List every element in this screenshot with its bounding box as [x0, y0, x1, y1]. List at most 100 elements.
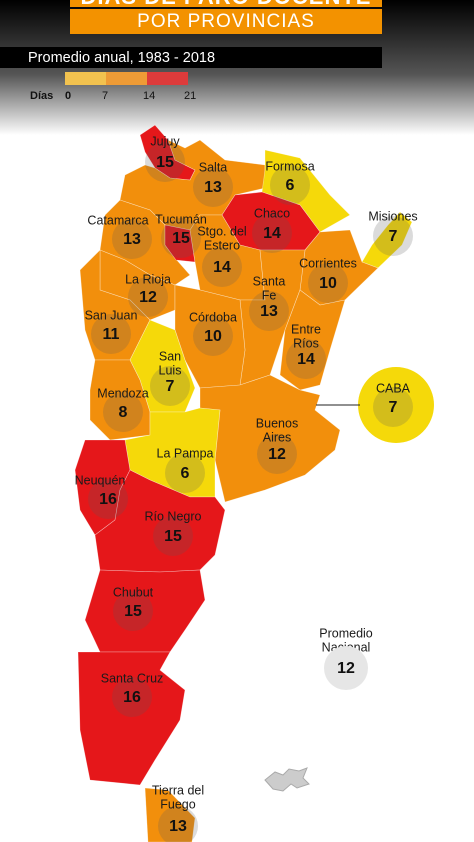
value-badge: [257, 434, 297, 474]
national-average-value: 12: [337, 660, 355, 677]
province-name: Santa Cruz: [101, 671, 164, 685]
province: [144, 787, 196, 842]
province-value: 6: [181, 465, 190, 482]
province-name: Chaco: [254, 206, 290, 220]
province-name: Río Negro: [145, 509, 202, 523]
province-name: Jujuy: [150, 134, 180, 148]
province-name: Neuquén: [75, 473, 126, 487]
value-badge: [112, 219, 152, 259]
province-name: Tucumán: [155, 212, 207, 226]
province-name: Corrientes: [299, 256, 357, 270]
province-name: Salta: [199, 160, 228, 174]
province-value: 7: [166, 378, 175, 395]
province-value: 15: [164, 528, 182, 545]
value-badge: [88, 479, 128, 519]
province-value: 14: [297, 351, 315, 368]
value-badge: [150, 366, 190, 406]
province-name: Fuego: [160, 797, 195, 811]
national-average-badge: [324, 646, 368, 690]
legend-tick-label: 7: [102, 90, 108, 102]
province-name: Estero: [204, 238, 240, 252]
province-name: La Pampa: [157, 446, 214, 460]
province: [99, 199, 191, 286]
value-badge: [161, 218, 201, 258]
province-name: Luis: [159, 363, 182, 377]
value-badge: [308, 263, 348, 303]
legend-tick-label: 14: [143, 90, 155, 102]
province-name: Catamarca: [87, 213, 148, 227]
province-name: Fe: [262, 288, 277, 302]
province-name: Buenos: [256, 416, 298, 430]
province-value: 7: [389, 228, 398, 245]
legend-tick-label: 21: [184, 90, 196, 102]
province-value: 13: [123, 231, 141, 248]
province-value: 11: [103, 326, 120, 343]
labels: Jujuy 15 Salta 13 Formosa 6 Chaco 14 Misiones 7 Ca…: [75, 134, 418, 842]
province-value: 15: [124, 603, 142, 620]
value-badge: [153, 516, 193, 556]
province-name: Córdoba: [189, 310, 237, 324]
value-badge: [113, 591, 153, 631]
legend-swatch: [106, 72, 147, 85]
value-badge: [252, 213, 292, 253]
legend-swatch: [147, 72, 188, 85]
value-badge: [165, 453, 205, 493]
province-name: San: [159, 349, 181, 363]
province: [84, 569, 206, 653]
province-name: Tierra del: [152, 783, 204, 797]
value-badge: [145, 142, 185, 182]
value-badge: [158, 806, 198, 842]
province-value: 16: [99, 491, 117, 508]
province-value: 13: [260, 303, 278, 320]
province-name: Formosa: [265, 159, 314, 173]
province-name: Stgo. del: [197, 224, 246, 238]
province: [77, 651, 186, 786]
province-value: 6: [286, 177, 295, 194]
value-badge: [373, 216, 413, 256]
value-badge: [249, 291, 289, 331]
map: [74, 124, 434, 842]
province-name: Aires: [263, 430, 291, 444]
province-name: Misiones: [368, 209, 417, 223]
legend-tick-label: 0: [65, 90, 71, 102]
province-value: 14: [213, 259, 231, 276]
legend: 0 7 14 21: [65, 72, 196, 102]
malvinas: [264, 767, 310, 792]
national-average-label: Promedio: [319, 626, 373, 640]
period: Promedio anual, 1983 - 2018: [28, 50, 215, 66]
province-value: 15: [156, 154, 174, 171]
province-value: 12: [268, 446, 286, 463]
legend-swatch: [65, 72, 106, 85]
province-value: 15: [172, 230, 190, 247]
province-name: Santa: [253, 274, 286, 288]
province-name: San Juan: [85, 308, 138, 322]
value-badge: [193, 167, 233, 207]
title-box: [70, 0, 382, 7]
province-value: 13: [204, 179, 222, 196]
province-value: 13: [169, 818, 187, 835]
province-value: 10: [319, 275, 337, 292]
legend-label: Días: [30, 90, 53, 102]
value-badge: [373, 387, 413, 427]
province-name: Entre: [291, 322, 321, 336]
province-value: 12: [139, 289, 157, 306]
province-name: CABA: [376, 381, 411, 395]
province-name: La Rioja: [125, 272, 171, 286]
province-value: 14: [263, 225, 281, 242]
value-badge: [202, 247, 242, 287]
title: DÍAS DE PARO DOCENTE: [81, 0, 372, 9]
value-badge: [193, 316, 233, 356]
caba-inset: [358, 367, 434, 443]
period-box: [0, 47, 382, 68]
province-value: 8: [119, 404, 128, 421]
province-name: Ríos: [293, 336, 319, 350]
province: [279, 289, 346, 391]
value-badge: [103, 392, 143, 432]
value-badge: [128, 277, 168, 317]
province: [164, 224, 196, 263]
subtitle: POR PROVINCIAS: [137, 11, 315, 32]
subtitle-box: [70, 9, 382, 34]
value-badge: [112, 677, 152, 717]
